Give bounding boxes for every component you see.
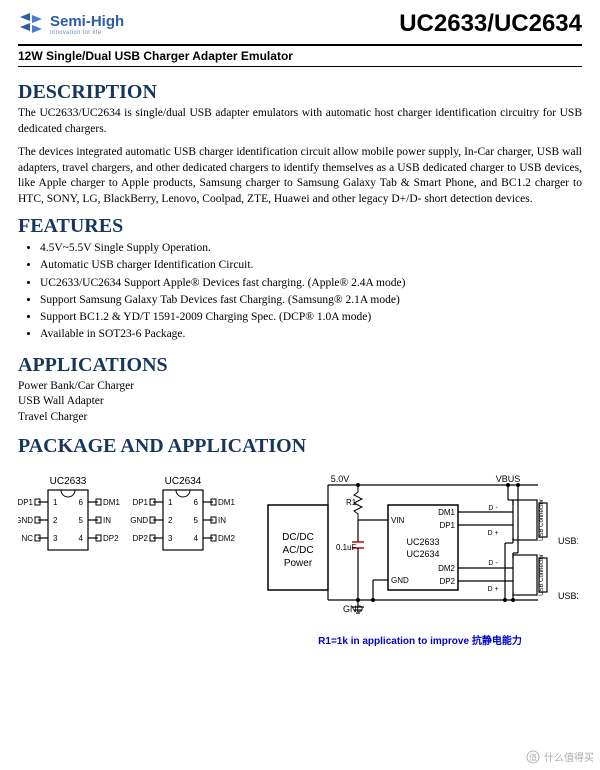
features-heading: FEATURES — [18, 215, 582, 238]
svg-text:2: 2 — [53, 516, 58, 525]
feature-item: 4.5V~5.5V Single Supply Operation. — [40, 240, 582, 257]
pinout-diagrams: UC2633 DP1 DM1 1 6 GND IN 2 5 NC DP2 3 4 UC2634 DP1 DM1… — [18, 470, 248, 647]
svg-text:UC2633: UC2633 — [50, 476, 87, 487]
svg-text:DM2: DM2 — [438, 564, 455, 573]
svg-text:DP2: DP2 — [439, 577, 455, 586]
svg-text:6: 6 — [194, 498, 199, 507]
svg-text:USB Connector: USB Connector — [539, 554, 545, 596]
svg-text:DP2: DP2 — [132, 534, 148, 543]
svg-text:DM1: DM1 — [218, 498, 235, 507]
feature-item: Support BC1.2 & YD/T 1591-2009 Charging … — [40, 309, 582, 326]
svg-text:D -: D - — [488, 560, 498, 567]
svg-text:值: 值 — [529, 752, 537, 762]
svg-text:GND: GND — [391, 576, 409, 585]
features-list: 4.5V~5.5V Single Supply Operation.Automa… — [18, 240, 582, 344]
description-heading: DESCRIPTION — [18, 81, 582, 104]
svg-text:GND: GND — [18, 516, 33, 525]
svg-text:USB2: USB2 — [558, 591, 578, 601]
svg-text:5.0V: 5.0V — [331, 474, 350, 484]
svg-text:3: 3 — [53, 534, 58, 543]
circuit-footnote: R1=1k in application to improve 抗静电能力 — [258, 632, 582, 647]
svg-text:IN: IN — [218, 516, 226, 525]
svg-text:DC/DC: DC/DC — [282, 532, 314, 543]
logo-icon — [18, 13, 44, 35]
svg-text:VBUS: VBUS — [496, 474, 521, 484]
svg-text:D -: D - — [488, 505, 498, 512]
subtitle-bar: 12W Single/Dual USB Charger Adapter Emul… — [18, 44, 582, 67]
description-p1: The UC2633/UC2634 is single/dual USB ada… — [18, 106, 582, 137]
feature-item: Automatic USB charger Identification Cir… — [40, 257, 582, 274]
svg-text:IN: IN — [103, 516, 111, 525]
svg-text:USB Connector: USB Connector — [539, 499, 545, 541]
applications-list: Power Bank/Car ChargerUSB Wall AdapterTr… — [18, 379, 582, 426]
watermark: 值 什么值得买 — [526, 749, 594, 764]
svg-text:UC2633: UC2633 — [406, 537, 439, 547]
svg-text:4: 4 — [79, 534, 84, 543]
svg-text:DP1: DP1 — [439, 521, 455, 530]
application-item: Travel Charger — [18, 410, 582, 426]
application-item: Power Bank/Car Charger — [18, 379, 582, 395]
svg-text:DP1: DP1 — [18, 498, 34, 507]
feature-item: UC2633/UC2634 Support Apple® Devices fas… — [40, 275, 582, 292]
svg-text:NC: NC — [21, 534, 33, 543]
svg-text:4: 4 — [194, 534, 199, 543]
svg-text:DM1: DM1 — [103, 498, 120, 507]
svg-text:3: 3 — [168, 534, 173, 543]
svg-text:2: 2 — [168, 516, 173, 525]
header: Semi-High Innovation for life UC2633/UC2… — [18, 10, 582, 38]
svg-text:VIN: VIN — [391, 516, 405, 525]
svg-text:USB1: USB1 — [558, 536, 578, 546]
diagram-area: UC2633DP1DM116GNDIN25NCDP234UC2634DP1DM1… — [18, 470, 582, 647]
application-circuit: DC/DCAC/DCPower5.0VR10.1uFGNDUC2633UC263… — [258, 470, 582, 647]
svg-text:DM1: DM1 — [438, 508, 455, 517]
svg-text:5: 5 — [79, 516, 84, 525]
svg-text:1: 1 — [168, 498, 173, 507]
svg-text:5: 5 — [194, 516, 199, 525]
applications-heading: APPLICATIONS — [18, 354, 582, 377]
logo: Semi-High Innovation for life — [18, 13, 124, 36]
svg-text:UC2634: UC2634 — [406, 549, 439, 559]
logo-text: Semi-High — [50, 13, 124, 30]
svg-text:Power: Power — [284, 558, 313, 569]
svg-text:0.1uF: 0.1uF — [336, 543, 357, 552]
svg-text:6: 6 — [79, 498, 84, 507]
description-p2: The devices integrated automatic USB cha… — [18, 145, 582, 207]
svg-text:DP1: DP1 — [132, 498, 148, 507]
package-heading: PACKAGE AND APPLICATION — [18, 435, 582, 458]
svg-text:1: 1 — [53, 498, 58, 507]
feature-item: Available in SOT23-6 Package. — [40, 326, 582, 343]
svg-text:GND: GND — [130, 516, 148, 525]
svg-text:GND: GND — [343, 604, 364, 614]
feature-item: Support Samsung Galaxy Tab Devices fast … — [40, 292, 582, 309]
application-item: USB Wall Adapter — [18, 394, 582, 410]
part-number: UC2633/UC2634 — [399, 10, 582, 38]
svg-text:DM2: DM2 — [218, 534, 235, 543]
svg-text:D +: D + — [487, 530, 498, 537]
svg-text:UC2634: UC2634 — [165, 476, 202, 487]
svg-text:D +: D + — [487, 586, 498, 593]
svg-text:DP2: DP2 — [103, 534, 119, 543]
svg-text:AC/DC: AC/DC — [282, 545, 313, 556]
logo-subtitle: Innovation for life — [50, 30, 124, 36]
